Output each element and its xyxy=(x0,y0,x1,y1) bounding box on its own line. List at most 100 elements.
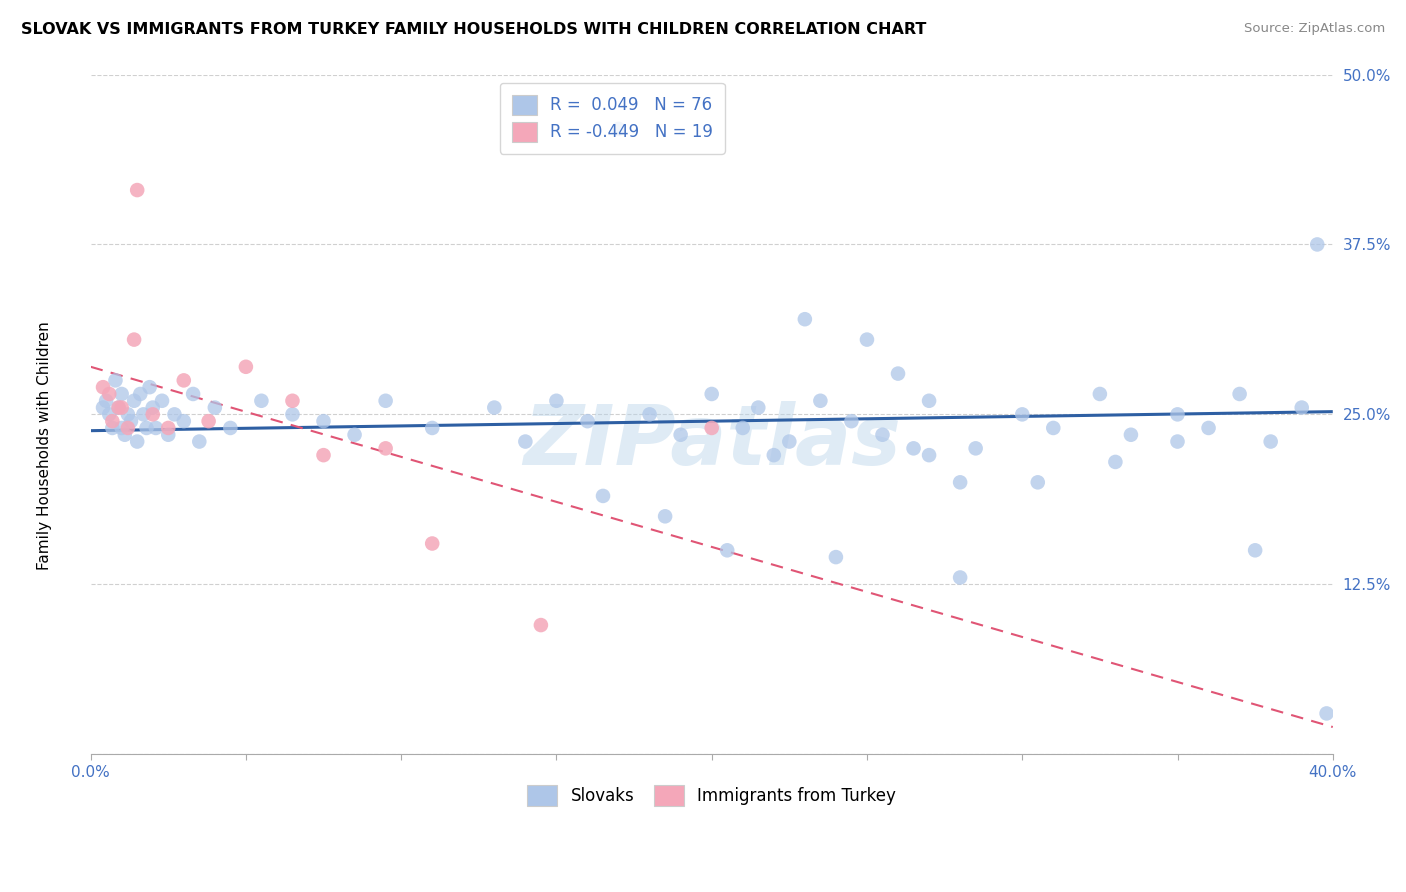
Point xyxy=(281,393,304,408)
Point xyxy=(219,421,242,435)
Point xyxy=(1198,421,1220,435)
Point xyxy=(157,421,180,435)
Point xyxy=(592,489,614,503)
Point xyxy=(887,367,910,381)
Point xyxy=(117,408,139,422)
Point xyxy=(111,387,134,401)
Point xyxy=(778,434,800,449)
Point xyxy=(700,387,723,401)
Point xyxy=(312,414,335,428)
Point xyxy=(91,380,114,394)
Point xyxy=(515,434,537,449)
Point xyxy=(965,442,987,456)
Point xyxy=(1229,387,1251,401)
Point xyxy=(903,442,925,456)
Point xyxy=(127,434,149,449)
Point xyxy=(374,393,396,408)
Point xyxy=(204,401,226,415)
Point xyxy=(173,373,195,387)
Point xyxy=(281,408,304,422)
Text: SLOVAK VS IMMIGRANTS FROM TURKEY FAMILY HOUSEHOLDS WITH CHILDREN CORRELATION CHA: SLOVAK VS IMMIGRANTS FROM TURKEY FAMILY … xyxy=(21,22,927,37)
Point xyxy=(872,427,894,442)
Point xyxy=(250,393,273,408)
Point xyxy=(181,387,204,401)
Point xyxy=(808,393,831,408)
Point xyxy=(1042,421,1064,435)
Point xyxy=(420,421,443,435)
Text: ZIPatlas: ZIPatlas xyxy=(523,401,901,482)
Point xyxy=(107,401,129,415)
Point xyxy=(1306,237,1329,252)
Point xyxy=(949,475,972,490)
Point xyxy=(1166,408,1188,422)
Point xyxy=(1166,434,1188,449)
Point xyxy=(122,333,145,347)
Point xyxy=(163,408,186,422)
Point xyxy=(98,408,121,422)
Point xyxy=(1011,408,1033,422)
Point xyxy=(157,427,180,442)
Point xyxy=(716,543,738,558)
Point xyxy=(1119,427,1142,442)
Point xyxy=(197,414,219,428)
Point xyxy=(101,414,124,428)
Point xyxy=(142,408,165,422)
Point xyxy=(111,401,134,415)
Point xyxy=(98,387,121,401)
Point xyxy=(343,427,366,442)
Point xyxy=(107,401,129,415)
Point xyxy=(127,183,149,197)
Point xyxy=(1291,401,1313,415)
Point xyxy=(111,421,134,435)
Point xyxy=(129,387,152,401)
Point xyxy=(150,393,173,408)
Point xyxy=(173,414,195,428)
Point xyxy=(856,333,879,347)
Point xyxy=(1244,543,1267,558)
Point xyxy=(700,421,723,435)
Point xyxy=(312,448,335,462)
Point xyxy=(142,401,165,415)
Point xyxy=(420,536,443,550)
Point xyxy=(793,312,815,326)
Point xyxy=(1026,475,1049,490)
Legend: Slovaks, Immigrants from Turkey: Slovaks, Immigrants from Turkey xyxy=(519,777,904,814)
Point xyxy=(135,421,157,435)
Point xyxy=(918,393,941,408)
Point xyxy=(638,408,661,422)
Text: Family Households with Children: Family Households with Children xyxy=(38,322,52,570)
Point xyxy=(145,421,167,435)
Point xyxy=(918,448,941,462)
Point xyxy=(91,401,114,415)
Point xyxy=(138,380,160,394)
Point xyxy=(104,373,127,387)
Point xyxy=(1260,434,1282,449)
Point xyxy=(114,427,136,442)
Point xyxy=(949,570,972,584)
Point xyxy=(841,414,863,428)
Point xyxy=(484,401,506,415)
Point xyxy=(607,122,630,136)
Point xyxy=(731,421,754,435)
Point xyxy=(747,401,769,415)
Point xyxy=(530,618,553,632)
Text: Source: ZipAtlas.com: Source: ZipAtlas.com xyxy=(1244,22,1385,36)
Point xyxy=(101,421,124,435)
Point xyxy=(122,393,145,408)
Point xyxy=(576,414,599,428)
Point xyxy=(235,359,257,374)
Point xyxy=(762,448,785,462)
Point xyxy=(132,408,155,422)
Point xyxy=(654,509,676,524)
Point xyxy=(1316,706,1339,721)
Point xyxy=(94,393,117,408)
Point xyxy=(546,393,568,408)
Point xyxy=(1088,387,1111,401)
Point xyxy=(669,427,692,442)
Point xyxy=(1104,455,1126,469)
Point xyxy=(117,421,139,435)
Point xyxy=(120,414,142,428)
Point xyxy=(825,550,848,565)
Point xyxy=(374,442,396,456)
Point xyxy=(188,434,211,449)
